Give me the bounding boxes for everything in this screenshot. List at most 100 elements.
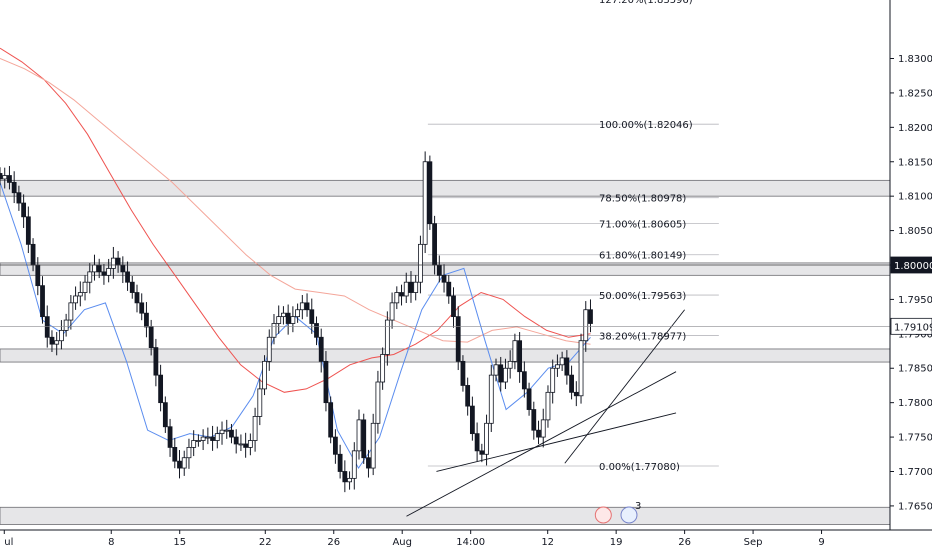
price-tick-label: 1.82500: [898, 88, 932, 99]
candle-body: [465, 385, 471, 407]
candle-body: [323, 360, 329, 404]
zone-band: [0, 506, 891, 525]
candle-body: [375, 381, 381, 424]
time-tick-label: Aug: [392, 537, 412, 548]
candle-body: [144, 312, 149, 328]
fib-level-label: 38.20%(1.78977): [599, 331, 686, 342]
candle-body: [531, 409, 537, 431]
candle-body: [455, 316, 461, 362]
candle-body: [422, 161, 428, 245]
price-axis-bg: [890, 0, 932, 550]
candle-body: [214, 433, 220, 441]
trendlines[interactable]: [406, 309, 685, 517]
event-badge-count: 3: [635, 501, 641, 512]
candle-body: [115, 257, 121, 266]
price-tick-label: 1.81000: [898, 192, 932, 203]
candle-body: [200, 436, 206, 441]
candle-body: [167, 426, 173, 448]
candle-body: [125, 271, 130, 283]
price-label-bg: [890, 317, 932, 335]
overlays: [0, 264, 890, 327]
support-resistance-zones: [0, 179, 891, 525]
fib-level-label: 61.80%(1.80149): [599, 251, 686, 262]
candle-body: [7, 175, 12, 183]
candle-body: [285, 312, 291, 324]
candle-body: [158, 374, 164, 404]
candle-body: [106, 268, 112, 276]
trendline: [406, 371, 677, 517]
candle-body: [0, 173, 3, 180]
candle-body: [205, 436, 211, 439]
candle-body: [545, 391, 551, 421]
candle-body: [446, 281, 452, 297]
candle-body: [233, 436, 239, 445]
candle-body: [569, 374, 574, 393]
candle-body: [271, 323, 277, 338]
candle-body: [224, 429, 230, 432]
price-axis[interactable]: 1.83000 1.82500 1.82000 1.81500 1.81000 1.805…: [889, 0, 932, 550]
price-label: 1.79109: [894, 322, 932, 333]
candle-body: [186, 447, 192, 459]
zone-band: [0, 348, 891, 363]
candle-body: [536, 429, 541, 438]
fib-level-label: 78.50%(1.80978): [599, 194, 686, 205]
candle-body: [30, 243, 36, 266]
candle-body: [35, 264, 41, 287]
time-axis-bg: [0, 530, 932, 550]
candle-body: [332, 436, 338, 455]
candle-body: [559, 357, 565, 366]
candle-body: [337, 453, 343, 472]
candle-body: [342, 471, 348, 483]
fib-level-label: 0.00%(1.77080): [599, 462, 680, 473]
fibonacci-retracement[interactable]: 100.00%(1.82046) 78.50%(1.80978) 71.00%(1.…: [427, 0, 719, 473]
candle-body: [403, 281, 409, 297]
time-tick-label: 12: [541, 537, 554, 548]
candle-body: [2, 175, 8, 180]
candle-body: [512, 340, 518, 362]
candle-body: [172, 447, 178, 462]
price-tick-label: 1.76500: [898, 501, 932, 512]
candle-body: [229, 429, 234, 438]
candle-body: [394, 292, 400, 304]
candle-body: [517, 340, 523, 373]
candle-body: [484, 422, 489, 455]
moving-average-line: [0, 47, 591, 393]
candle-body: [347, 477, 352, 483]
candle-body: [503, 367, 508, 383]
candle-body: [295, 309, 301, 318]
candle-body: [257, 388, 263, 417]
candle-body: [96, 264, 102, 273]
price-tick-label: 1.77000: [898, 467, 932, 478]
candle-body: [418, 243, 423, 283]
price-label-bg: [890, 256, 932, 274]
fib-level-label: 127.20%(1.83596): [599, 0, 693, 6]
candle-body: [384, 319, 390, 355]
candle-body: [82, 281, 88, 293]
candle-body: [247, 440, 253, 448]
candle-body: [177, 460, 182, 469]
event-badges[interactable]: 3: [594, 501, 641, 524]
candle-body: [555, 364, 560, 369]
candle-body: [488, 374, 494, 424]
candle-body: [413, 281, 419, 293]
candle-body: [469, 405, 475, 435]
candle-body: [281, 312, 286, 318]
candle-body: [63, 319, 69, 331]
candle-body: [276, 316, 282, 324]
candle-body: [129, 281, 135, 293]
candle-body: [266, 336, 272, 362]
time-axis[interactable]: ul 8 15 22 26 Aug 14:00 12 19 26 Sep 9: [0, 529, 932, 550]
candle-body: [399, 292, 404, 297]
candle-body: [550, 367, 556, 393]
price-label: 1.80000: [894, 261, 932, 272]
candle-body: [25, 216, 31, 245]
candle-body: [432, 223, 437, 266]
candle-body: [361, 419, 367, 459]
candle-body: [479, 450, 485, 455]
price-tick-label: 1.79000: [898, 329, 932, 340]
price-tick-label: 1.83000: [898, 54, 932, 65]
candle-body: [40, 285, 45, 318]
time-tick-label: 8: [108, 537, 114, 548]
candle-body: [588, 309, 593, 324]
